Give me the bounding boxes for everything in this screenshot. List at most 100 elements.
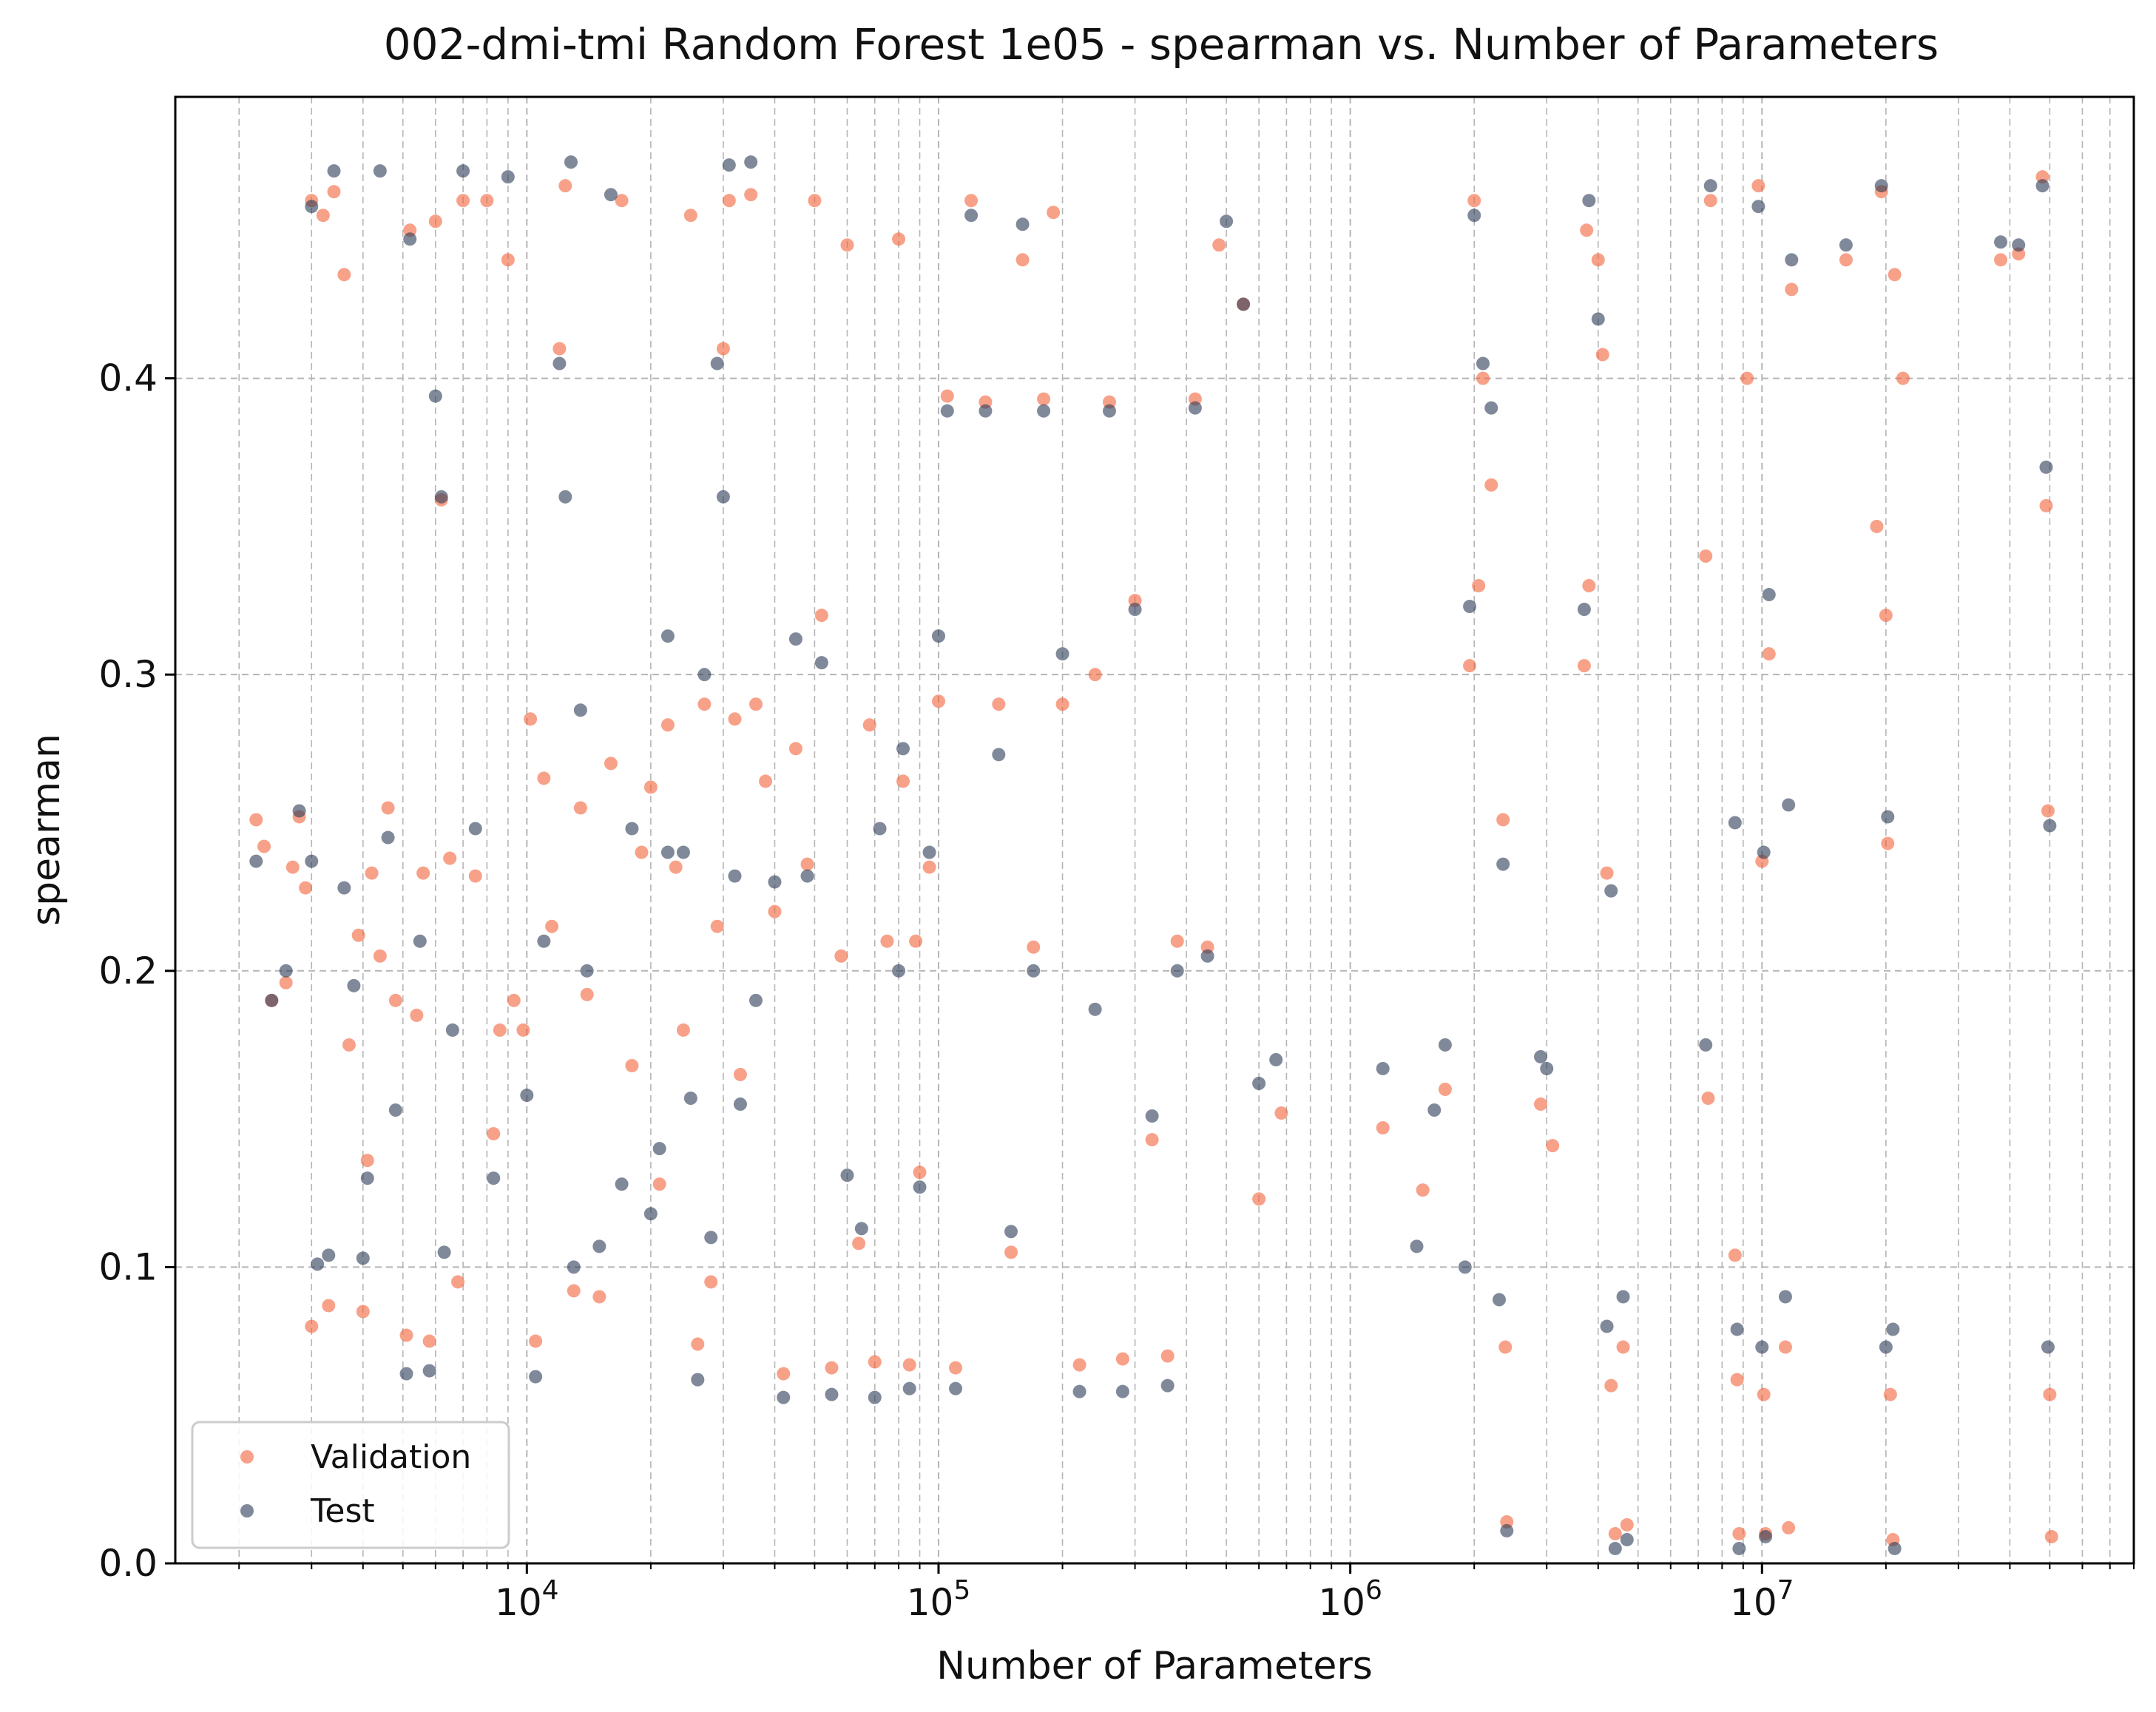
- test-point: [1604, 884, 1618, 898]
- validation-point: [257, 839, 271, 853]
- y-tick-label: 0.1: [98, 1245, 158, 1288]
- validation-point: [493, 1023, 507, 1037]
- test-point: [1728, 816, 1742, 830]
- test-point: [1591, 312, 1605, 326]
- y-tick-label: 0.0: [98, 1542, 158, 1585]
- validation-point: [1476, 371, 1490, 385]
- test-point: [347, 978, 361, 992]
- test-point: [800, 869, 814, 883]
- validation-point: [880, 934, 894, 948]
- test-point: [265, 993, 279, 1007]
- test-point: [1252, 1077, 1266, 1091]
- validation-point: [1896, 371, 1910, 385]
- validation-point: [759, 774, 773, 788]
- validation-point: [1785, 282, 1799, 297]
- test-point: [1128, 603, 1142, 617]
- x-tick-label: 106: [1318, 1575, 1382, 1624]
- validation-point: [501, 253, 515, 267]
- test-point: [1994, 235, 2008, 249]
- validation-point: [892, 232, 906, 246]
- validation-point: [1608, 1526, 1622, 1540]
- test-point: [428, 389, 442, 403]
- validation-point: [1751, 179, 1765, 193]
- validation-point: [1604, 1378, 1618, 1393]
- validation-point: [964, 194, 979, 208]
- test-point: [643, 1207, 658, 1221]
- validation-point: [388, 993, 402, 1007]
- validation-point: [316, 209, 330, 223]
- test-point: [2041, 1340, 2055, 1354]
- validation-point: [337, 268, 351, 282]
- validation-point: [1212, 238, 1226, 252]
- validation-point: [327, 185, 341, 199]
- test-point: [501, 170, 515, 184]
- validation-point: [896, 774, 910, 788]
- validation-point: [862, 718, 876, 732]
- validation-point: [777, 1367, 791, 1381]
- test-point: [604, 188, 618, 202]
- test-point: [868, 1390, 882, 1404]
- validation-point: [660, 718, 675, 732]
- validation-point: [1534, 1097, 1548, 1112]
- validation-point: [1580, 223, 1594, 237]
- test-point: [1055, 647, 1069, 661]
- test-point: [840, 1168, 854, 1183]
- legend-test-marker: [240, 1504, 254, 1518]
- validation-point: [704, 1275, 718, 1289]
- test-point: [691, 1373, 705, 1387]
- test-point: [1492, 1293, 1506, 1307]
- test-point: [676, 845, 690, 859]
- validation-point: [635, 845, 649, 859]
- validation-point: [322, 1299, 336, 1313]
- test-point: [1438, 1038, 1452, 1052]
- validation-point: [697, 697, 712, 711]
- validation-point: [1072, 1358, 1087, 1372]
- test-point: [360, 1171, 374, 1185]
- validation-point: [683, 209, 697, 223]
- test-point: [1600, 1319, 1614, 1333]
- validation-point: [1703, 194, 1717, 208]
- validation-point: [1004, 1245, 1018, 1259]
- validation-point: [691, 1337, 705, 1351]
- validation-point: [1582, 579, 1596, 592]
- validation-point: [356, 1305, 370, 1319]
- test-point: [979, 404, 993, 418]
- validation-point: [487, 1127, 501, 1141]
- validation-point: [468, 869, 482, 883]
- validation-point: [940, 389, 954, 403]
- validation-point: [949, 1361, 963, 1375]
- test-point: [854, 1222, 868, 1236]
- test-point: [305, 854, 319, 868]
- test-point: [814, 656, 828, 670]
- test-point: [1703, 179, 1717, 193]
- test-point: [697, 668, 712, 682]
- validation-point: [1740, 371, 1754, 385]
- validation-point: [710, 919, 724, 933]
- test-point: [1874, 179, 1888, 193]
- validation-point: [2043, 1387, 2057, 1401]
- test-point: [660, 845, 675, 859]
- validation-point: [1701, 1092, 1715, 1106]
- validation-point: [1252, 1192, 1266, 1206]
- test-point: [1751, 200, 1765, 214]
- validation-point: [1016, 253, 1030, 267]
- test-point: [1762, 588, 1776, 602]
- validation-point: [1160, 1349, 1175, 1363]
- validation-point: [428, 214, 442, 229]
- test-point: [1699, 1038, 1713, 1052]
- test-point: [1759, 1529, 1773, 1543]
- validation-point: [2039, 498, 2053, 512]
- validation-point: [1484, 478, 1498, 492]
- validation-point: [422, 1334, 436, 1348]
- validation-point: [1047, 206, 1061, 220]
- validation-point: [1274, 1106, 1288, 1120]
- validation-point: [615, 194, 629, 208]
- validation-point: [2044, 1529, 2058, 1543]
- validation-point: [913, 1165, 927, 1180]
- test-point: [902, 1381, 916, 1395]
- test-point: [2043, 819, 2057, 833]
- validation-point: [507, 993, 521, 1007]
- test-point: [716, 490, 730, 504]
- validation-point: [285, 860, 300, 874]
